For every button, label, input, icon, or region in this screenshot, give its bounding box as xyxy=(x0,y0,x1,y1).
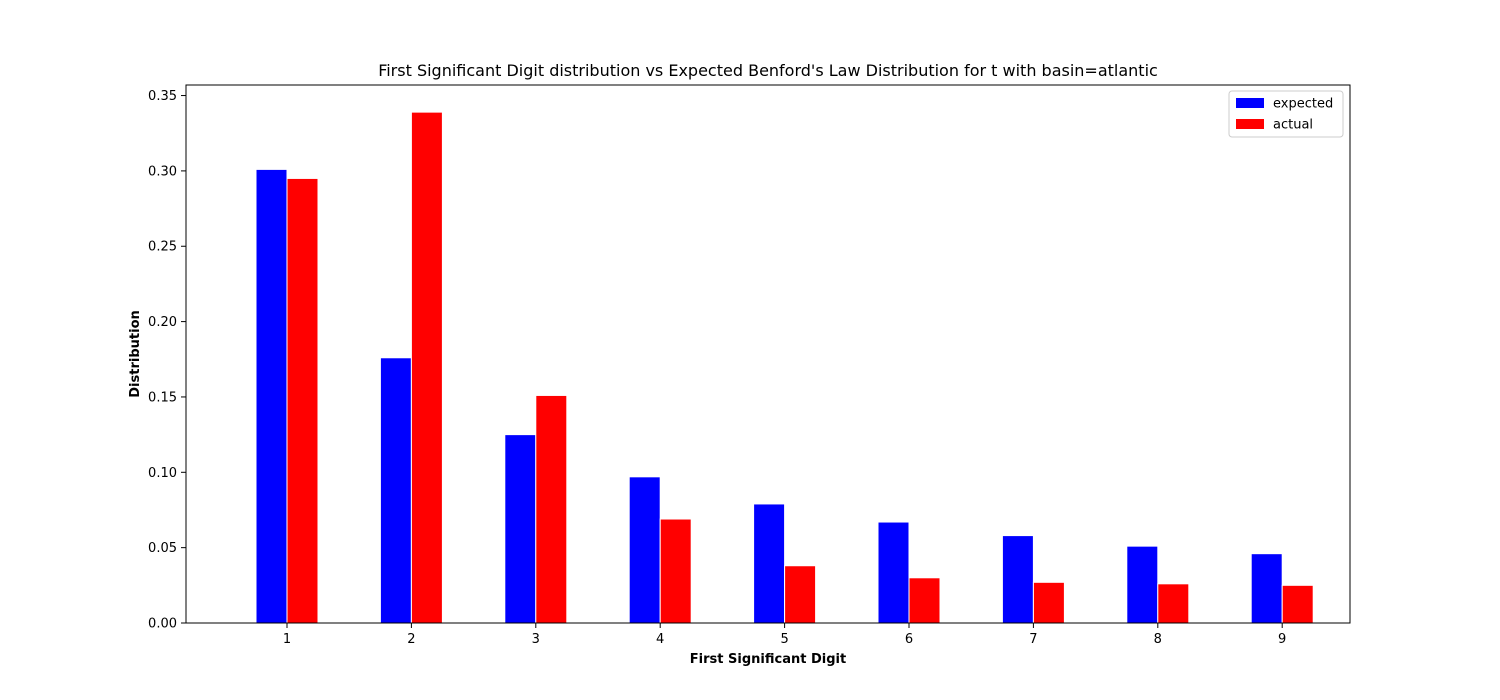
chart-title: First Significant Digit distribution vs … xyxy=(378,61,1158,80)
bar-expected-8 xyxy=(1126,545,1159,624)
legend-swatch-expected xyxy=(1236,98,1264,108)
bar-expected-9 xyxy=(1250,553,1283,624)
x-tick-label: 7 xyxy=(1029,632,1037,647)
y-axis-label: Distribution xyxy=(128,310,143,397)
x-tick-label: 8 xyxy=(1154,632,1162,647)
bar-expected-7 xyxy=(1001,535,1034,624)
bar-actual-2 xyxy=(410,111,443,624)
bar-actual-4 xyxy=(659,518,692,624)
legend: expected actual xyxy=(1228,90,1344,138)
y-tick-label: 0.30 xyxy=(148,164,177,179)
bar-expected-4 xyxy=(628,476,661,624)
bar-expected-3 xyxy=(504,434,537,624)
x-tick-label: 4 xyxy=(656,632,664,647)
legend-swatch-actual xyxy=(1236,119,1264,129)
x-axis-label: First Significant Digit xyxy=(690,652,846,667)
x-tick-label: 5 xyxy=(780,632,788,647)
y-tick-label: 0.15 xyxy=(148,390,177,405)
y-tick-label: 0.05 xyxy=(148,541,177,556)
y-tick-label: 0.00 xyxy=(148,617,177,632)
bar-actual-8 xyxy=(1157,583,1190,624)
x-tick-label: 1 xyxy=(283,632,291,647)
y-tick-label: 0.20 xyxy=(148,315,177,330)
bar-actual-5 xyxy=(784,565,817,624)
x-tick-label: 9 xyxy=(1278,632,1286,647)
bar-actual-7 xyxy=(1032,581,1065,624)
legend-label-actual: actual xyxy=(1273,118,1313,133)
plot-frame xyxy=(185,84,1351,624)
y-tick-label: 0.35 xyxy=(148,89,177,104)
bar-expected-5 xyxy=(753,503,786,624)
bar-expected-2 xyxy=(379,357,412,624)
bar-actual-6 xyxy=(908,577,941,624)
x-tick-label: 3 xyxy=(532,632,540,647)
y-tick-label: 0.10 xyxy=(148,466,177,481)
bar-expected-6 xyxy=(877,521,910,624)
x-tick-label: 6 xyxy=(905,632,913,647)
x-tick-label: 2 xyxy=(407,632,415,647)
legend-label-expected: expected xyxy=(1273,97,1333,112)
y-tick-label: 0.25 xyxy=(148,240,177,255)
bar-expected-1 xyxy=(255,168,288,624)
bar-actual-3 xyxy=(535,394,568,624)
bar-actual-1 xyxy=(286,177,319,624)
bars-layer xyxy=(255,111,1314,624)
ticks-layer: 1 2 3 4 5 6 7 8 9 0.00 0.05 0.10 0.15 0.20 0.25 0.30 0.3… xyxy=(148,89,1286,647)
bar-actual-9 xyxy=(1281,584,1314,624)
